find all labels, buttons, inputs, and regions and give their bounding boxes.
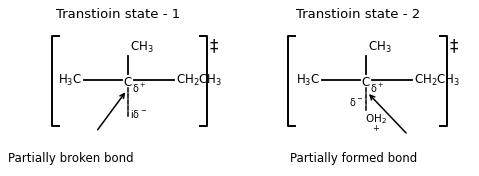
Text: C: C bbox=[362, 76, 370, 89]
Text: OH$_2$: OH$_2$ bbox=[365, 112, 387, 126]
Text: CH$_2$CH$_3$: CH$_2$CH$_3$ bbox=[176, 73, 222, 87]
Text: +: + bbox=[373, 124, 379, 133]
Text: δ$^+$: δ$^+$ bbox=[132, 82, 146, 95]
Text: ‡: ‡ bbox=[210, 37, 218, 55]
Text: C: C bbox=[124, 76, 132, 89]
Text: Transtioin state - 2: Transtioin state - 2 bbox=[296, 8, 420, 21]
Text: H$_3$C: H$_3$C bbox=[296, 73, 320, 87]
Text: δ$^-$: δ$^-$ bbox=[349, 96, 363, 108]
Text: H$_3$C: H$_3$C bbox=[58, 73, 82, 87]
Text: ‡: ‡ bbox=[450, 37, 458, 55]
Text: CH$_3$: CH$_3$ bbox=[130, 40, 154, 55]
Text: Partially formed bond: Partially formed bond bbox=[290, 152, 417, 165]
Text: δ$^+$: δ$^+$ bbox=[370, 82, 384, 95]
Text: Partially broken bond: Partially broken bond bbox=[8, 152, 134, 165]
Text: iδ$^-$: iδ$^-$ bbox=[130, 108, 147, 120]
Text: CH$_3$: CH$_3$ bbox=[368, 40, 392, 55]
Text: CH$_2$CH$_3$: CH$_2$CH$_3$ bbox=[414, 73, 460, 87]
Text: Transtioin state - 1: Transtioin state - 1 bbox=[56, 8, 180, 21]
